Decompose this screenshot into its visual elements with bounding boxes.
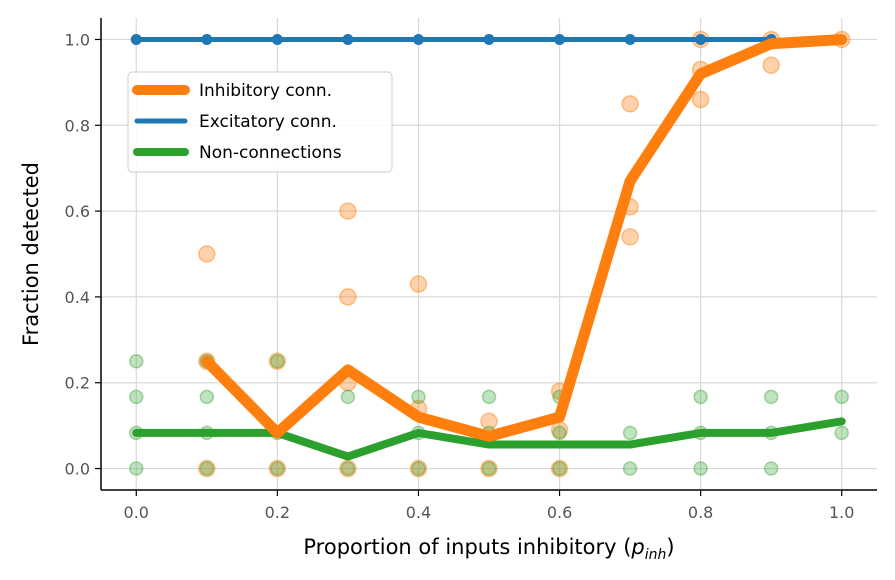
inhibitory-scatter-point (409, 459, 428, 478)
inhibitory-scatter-point (691, 90, 710, 109)
inhibitory-scatter-point (339, 459, 357, 478)
non-connection-scatter-point (622, 425, 638, 441)
non-connection-scatter-point (411, 461, 426, 476)
legend-label-inhibitory: Inhibitory conn. (199, 81, 332, 101)
inhibitory-line (201, 33, 848, 442)
x-axis-label-symbol: p (630, 535, 644, 559)
excitatory-point (412, 33, 424, 45)
x-tick-label: 0.2 (265, 503, 290, 522)
non-connection-scatter-point (622, 461, 638, 476)
excitatory-point (695, 33, 707, 45)
inhibitory-scatter-point (621, 95, 639, 113)
x-tick-label: 0.4 (406, 503, 431, 522)
non-connection-scatter-point (129, 461, 144, 476)
y-axis-label: Fraction detected (19, 162, 43, 346)
inhibitory-scatter-point (762, 56, 780, 74)
x-axis-label: Proportion of inputs inhibitory (pinh) (303, 535, 674, 563)
y-tick-label: 0.8 (65, 116, 90, 135)
x-axis-label-close: ) (666, 535, 674, 559)
x-tick-label: 1.0 (829, 503, 854, 522)
excitatory-point (483, 33, 495, 45)
non-connection-scatter-point (270, 354, 285, 369)
lines-layer (130, 33, 848, 461)
non-connection-scatter-point (834, 425, 849, 441)
non-connection-scatter-point (270, 461, 285, 476)
legend: Inhibitory conn. Excitatory conn. Non-co… (127, 71, 393, 173)
legend-label-excitatory: Excitatory conn. (199, 112, 337, 132)
non-connection-scatter-point (552, 461, 567, 476)
excitatory-point (271, 33, 283, 45)
y-tick-label: 1.0 (65, 30, 90, 49)
inhibitory-scatter-point (409, 275, 428, 293)
y-tick-label: 0.2 (65, 374, 90, 393)
excitatory-point (201, 33, 213, 45)
x-tick-label: 0.0 (124, 503, 149, 522)
excitatory-point (342, 33, 354, 45)
inhibitory-scatter-point (480, 412, 498, 431)
non-connection-scatter-point (693, 461, 708, 476)
non-connection-scatter-point (763, 389, 779, 405)
inhibitory-scatter-point (198, 245, 216, 263)
non-connection-scatter-point (481, 389, 497, 405)
inhibitory-scatter-point (198, 459, 216, 478)
non-connections-line (132, 417, 846, 461)
excitatory-point (130, 33, 142, 45)
y-tick-label: 0.6 (65, 202, 90, 221)
non-connection-scatter-point (199, 389, 215, 405)
inhibitory-scatter-point (268, 459, 287, 478)
x-axis-label-text: Proportion of inputs inhibitory ( (303, 535, 631, 559)
non-connection-scatter-point (552, 425, 567, 441)
non-connection-scatter-point (834, 389, 849, 405)
excitatory-point (624, 33, 636, 45)
inhibitory-scatter-point (621, 228, 639, 246)
legend-label-non-connections: Non-connections (199, 143, 342, 163)
non-connection-scatter-point (340, 461, 356, 476)
x-tick-label: 0.8 (688, 503, 713, 522)
non-connection-scatter-point (129, 354, 144, 369)
non-connection-scatter-point (411, 389, 426, 405)
x-axis-label-subscript: inh (645, 547, 667, 563)
inhibitory-scatter-point (480, 459, 498, 478)
excitatory-point (554, 33, 566, 45)
inhibitory-scatter-point (339, 288, 357, 306)
legend-frame (127, 71, 393, 173)
non-connection-scatter-point (481, 461, 497, 476)
non-connection-scatter-point (763, 461, 779, 476)
inhibitory-scatter-point (339, 202, 357, 220)
axes (100, 18, 877, 491)
y-tick-label: 0.4 (65, 288, 90, 307)
inhibitory-scatter-point (550, 459, 569, 478)
inhibitory-scatter-point (268, 352, 287, 371)
non-connection-scatter-point (199, 461, 215, 476)
non-connection-scatter-point (340, 389, 356, 405)
x-tick-label: 0.6 (547, 503, 572, 522)
y-tick-label: 0.0 (65, 460, 90, 479)
non-connection-scatter-point (693, 389, 708, 405)
ticks: 0.0 0.2 0.4 0.6 0.8 1.0 0.0 0.2 0.4 0.6 0.8 1.0 (65, 30, 855, 522)
non-connection-scatter-point (129, 389, 144, 405)
